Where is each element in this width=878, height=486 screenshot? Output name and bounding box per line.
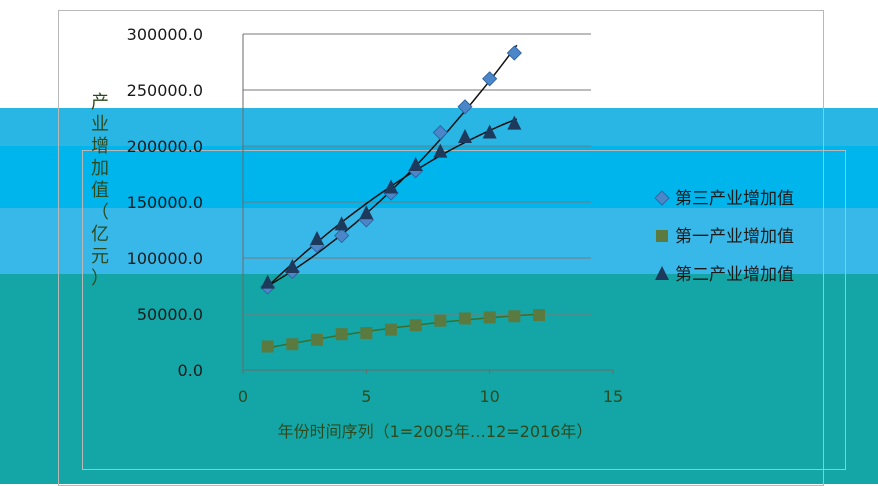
secondary-industry-point [408,157,423,172]
secondary-industry-point [310,230,324,245]
primary-industry-point [311,333,323,346]
secondary-industry-point [285,258,300,273]
legend-label: 第一产业增加值 [675,227,794,247]
primary-industry-point [360,327,373,340]
primary-industry-point [434,314,447,327]
y-axis-label-char: 增 [91,136,109,157]
chart-frame-inner [82,150,846,470]
x-tick-label: 15 [603,387,623,406]
secondary-industry-point [458,129,472,144]
trend-line [267,313,542,349]
primary-industry-point [286,338,299,351]
secondary-industry-point [433,143,448,158]
legend-marker [655,266,669,280]
y-tick-label: 200000.0 [127,137,203,156]
x-tick-label: 10 [479,387,499,406]
primary-industry-point [508,310,521,323]
secondary-industry-point [334,216,349,231]
background-band-teal [0,274,878,484]
y-axis-label: 产业增加值（亿元） [91,92,109,289]
x-tick-label: 0 [238,387,248,406]
y-axis-label-char: 产 [91,92,109,113]
legend-label: 第二产业增加值 [675,265,794,285]
y-tick-labels: 0.0 50000.0 100000.0 150000.0 200000.0 250000… [127,25,203,380]
secondary-industry-point [384,179,398,194]
y-axis-label-char: 亿 [91,224,109,245]
tertiary-industry-point [482,71,498,87]
y-axis-label-char: 元 [91,246,109,267]
y-axis-label-char: （ [91,202,109,223]
background-band-sky [0,208,878,274]
primary-industry-point [261,340,274,353]
primary-industry-point [483,311,496,324]
secondary-industry-point [359,205,374,220]
secondary-industry-point [482,124,497,139]
y-tick-label: 0.0 [178,361,203,380]
tertiary-industry-point [432,124,448,141]
tertiary-industry-point [506,45,522,61]
y-tick-label: 50000.0 [137,305,203,324]
tertiary-industry-point [334,228,350,244]
primary-industry-point [335,328,348,341]
y-tick-label: 100000.0 [127,249,203,268]
trend-line [267,44,518,287]
secondary-industry-point [260,274,275,289]
legend-marker [654,190,670,206]
primary-industry-point [385,323,397,336]
x-tick-label: 5 [361,387,371,406]
primary-industry-point [459,312,471,325]
y-tick-label: 250000.0 [127,81,203,100]
primary-industry-point [533,309,545,322]
y-axis-label-char: ） [91,268,109,289]
x-tick-labels: 0 5 10 15 [238,387,623,406]
axes [242,34,614,374]
secondary-industry-point [507,115,522,130]
legend-label: 第三产业增加值 [675,189,794,209]
trend-lines [267,44,542,349]
data-points [260,45,545,353]
y-axis-label-char: 值 [91,180,109,201]
legend-marker [656,230,668,242]
y-axis-label-char: 业 [91,114,109,135]
x-axis-label: 年份时间序列（1=2005年…12=2016年） [278,422,593,441]
y-axis-label-char: 加 [91,158,109,179]
y-tick-label: 300000.0 [127,25,203,44]
y-tick-label: 150000.0 [127,193,203,212]
primary-industry-point [409,319,422,332]
tertiary-industry-point [457,99,473,115]
